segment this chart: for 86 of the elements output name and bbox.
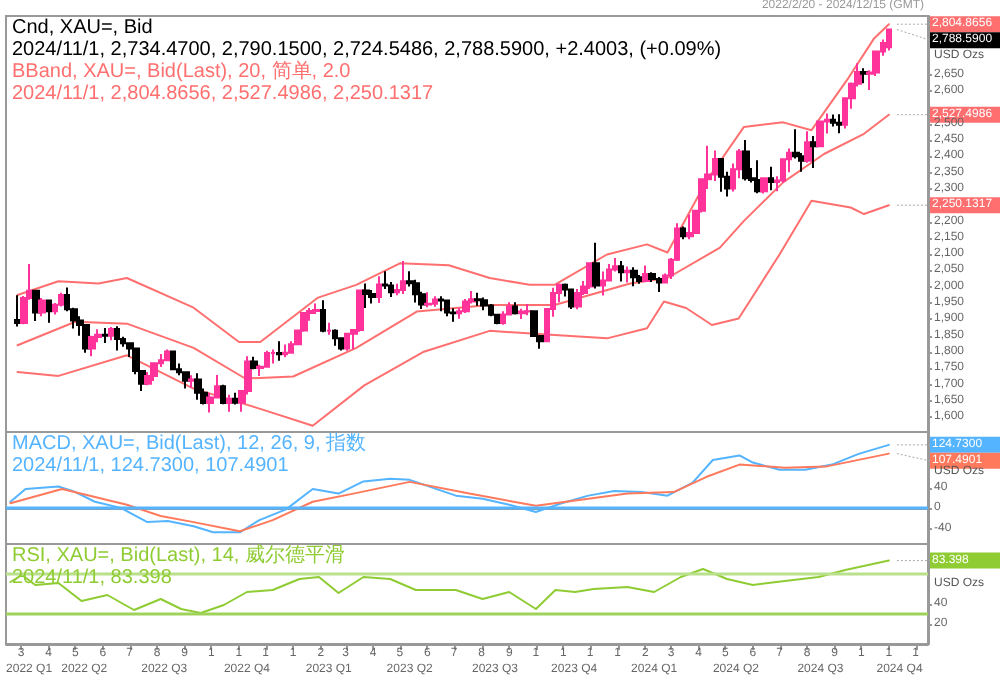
- candlestick: [412, 278, 420, 304]
- candlestick: [368, 289, 376, 305]
- candlestick: [108, 325, 114, 342]
- chart-title: MACD, XAU=, Bid(Last), 12, 26, 9, 指数: [12, 431, 367, 455]
- candlestick: [456, 307, 462, 320]
- annotation: 2024/11/1, 2,804.8656, 2,527.4986, 2,250.1317: [12, 83, 434, 105]
- candlestick: [760, 176, 768, 195]
- candlestick: [320, 299, 326, 334]
- candlestick: [768, 165, 774, 192]
- candlestick: [512, 301, 518, 316]
- candlestick: [102, 326, 108, 344]
- candlestick: [344, 332, 350, 352]
- candlestick: [38, 296, 46, 318]
- candlestick: [624, 265, 630, 284]
- candlestick: [312, 302, 320, 315]
- line-series: [16, 199, 890, 427]
- annotation: 2024/11/1, 2,734.4700, 2,790.1500, 2,724.5486, 2,788.5900, +2.4003, (+0.09%): [12, 39, 722, 61]
- candlestick: [114, 325, 120, 352]
- candlestick: [332, 328, 338, 347]
- candlestick: [754, 159, 762, 195]
- candlestick: [836, 113, 842, 135]
- candlestick: [592, 241, 600, 290]
- candlestick: [382, 270, 388, 291]
- candlestick: [32, 289, 40, 323]
- candlestick: [810, 135, 818, 170]
- candlestick: [270, 348, 276, 365]
- annotation: BBand, XAU=, Bid(Last), 20, 简单, 2.0: [12, 59, 352, 83]
- candlestick: [568, 288, 574, 310]
- candlestick: [444, 299, 450, 318]
- candlestick: [816, 119, 824, 149]
- line-series: [16, 113, 890, 380]
- candlestick: [636, 274, 644, 285]
- candlestick: [462, 297, 470, 314]
- candlestick: [474, 291, 482, 307]
- candlestick: [712, 149, 718, 183]
- candlestick: [680, 225, 686, 241]
- candlestick: [500, 310, 506, 326]
- candlestick: [150, 361, 158, 383]
- candlestick: [282, 343, 288, 359]
- candlestick: [480, 296, 488, 312]
- candlestick: [860, 67, 868, 85]
- candlestick: [250, 355, 258, 371]
- candlestick: [188, 374, 196, 389]
- candlestick: [88, 334, 96, 358]
- candlestick: [400, 260, 406, 295]
- candlestick: [362, 282, 370, 310]
- candlestick: [618, 260, 624, 283]
- candlestick: [506, 301, 512, 317]
- chart-title: Cnd, XAU=, Bid: [12, 17, 153, 39]
- candlestick: [46, 298, 52, 324]
- candlestick: [600, 270, 606, 297]
- candlestick: [438, 295, 444, 313]
- candlestick: [264, 349, 270, 369]
- candlestick: [164, 348, 170, 363]
- candlestick: [574, 288, 582, 311]
- candlestick: [232, 391, 238, 406]
- candlestick: [886, 28, 892, 52]
- candlestick: [424, 291, 432, 309]
- candlestick: [326, 321, 332, 336]
- candlestick: [376, 275, 382, 305]
- candlestick: [518, 307, 526, 321]
- candlestick: [14, 294, 22, 328]
- candlestick: [830, 113, 836, 128]
- candlestick: [58, 291, 64, 308]
- candlestick: [220, 383, 226, 406]
- candlestick: [630, 266, 638, 288]
- candlestick: [718, 157, 724, 193]
- candlestick: [524, 303, 532, 317]
- candlestick: [144, 370, 152, 387]
- candlestick: [450, 307, 456, 323]
- candlestick: [226, 393, 232, 413]
- candlestick: [432, 295, 438, 308]
- chart-title: RSI, XAU=, Bid(Last), 14, 威尔德平滑: [12, 543, 345, 567]
- candlestick: [276, 340, 282, 362]
- candlestick: [686, 213, 694, 241]
- candlestick: [642, 264, 650, 283]
- candlestick: [804, 130, 812, 164]
- candlestick: [194, 372, 202, 401]
- candlestick: [338, 336, 344, 352]
- candlestick: [182, 370, 190, 390]
- text: 2024/11/1, 124.7300, 107.4901: [12, 455, 290, 477]
- candlestick: [170, 349, 176, 372]
- candlestick: [742, 138, 750, 182]
- candlestick: [488, 303, 494, 318]
- candlestick: [468, 290, 476, 305]
- candlestick: [656, 276, 662, 294]
